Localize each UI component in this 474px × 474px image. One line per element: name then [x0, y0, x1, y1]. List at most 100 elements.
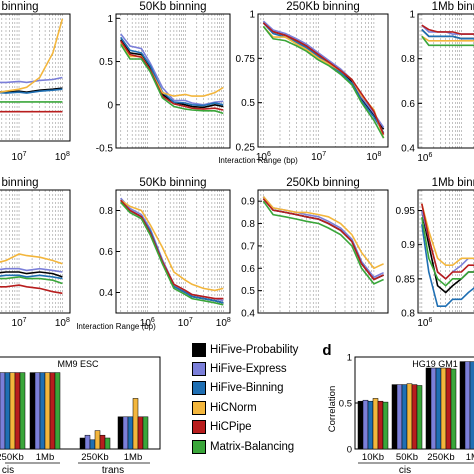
group-label: cis [399, 465, 411, 474]
x-tick-label: 1Mb [466, 452, 474, 463]
bar [445, 367, 452, 450]
series-line [0, 76, 63, 84]
y-tick-label: 0.5 [99, 57, 113, 68]
legend-swatch [192, 400, 206, 415]
bar [104, 437, 111, 450]
series-line [421, 210, 474, 280]
bar [127, 416, 134, 450]
bar [94, 430, 101, 450]
y-tick-label: 1 [107, 14, 113, 25]
bar [382, 401, 389, 450]
bar [89, 439, 96, 450]
y-tick-label: 1 [409, 10, 415, 21]
y-tick-label: 0.5 [241, 98, 255, 109]
x-tick-label: 250Kb [81, 452, 108, 463]
panel-label-d: d [322, 342, 331, 359]
bar [406, 383, 413, 450]
chart-title: 50Kb binning [139, 1, 206, 13]
legend-label: HiCPipe [210, 421, 252, 434]
y-tick-label: 0.6 [241, 264, 255, 275]
bar [416, 385, 423, 450]
bar [459, 361, 466, 450]
line-chart-panel: 0.5010Kb binning [0, 1, 71, 142]
bar [372, 398, 379, 450]
line-chart-panel: 1 0.75 0.5 0.25 250Kb binning 106 107 108 Intera… [218, 1, 389, 165]
bar [79, 437, 86, 450]
legend-item-hifive-binning: HiFive-Binning [192, 379, 322, 398]
series-line [120, 199, 224, 300]
series-line [262, 25, 385, 139]
bar [367, 400, 374, 450]
plot-frame [417, 189, 474, 314]
bar [0, 372, 6, 450]
y-tick-label: 0 [107, 100, 113, 111]
y-tick-label: 0.8 [241, 219, 255, 230]
series-line [262, 20, 385, 128]
bar [450, 368, 457, 450]
y-tick-label: -0.5 [96, 144, 114, 155]
series-line [421, 29, 474, 40]
x-tick-label: 1Mb [36, 452, 54, 463]
bar [14, 372, 21, 450]
bar [357, 400, 364, 450]
bar [391, 384, 398, 450]
y-tick-label: 0.25 [236, 143, 256, 154]
legend-swatch [192, 420, 206, 435]
legend-label: HiFive-Binning [210, 382, 284, 395]
bar-chart-panel: HG19 GM1 10Kb 50Kb 250Kb 1Mb 1 0.5 0 Correlation… [327, 353, 474, 474]
bar [425, 367, 432, 450]
line-chart-panel: 0.8 0.6 0.4 50Kb binning 106 107 108 Interactio… [76, 177, 231, 331]
series-line [0, 110, 63, 113]
chart-title: 1Mb binning [432, 1, 474, 13]
x-tick-label: 106 [417, 152, 432, 164]
x-tick-label: 50Kb [396, 452, 418, 463]
legend-label: HiFive-Probability [210, 343, 299, 356]
x-tick-label: 107 [311, 151, 326, 163]
bar [39, 372, 46, 450]
bar [54, 372, 61, 450]
y-tick-label: 0.5 [339, 399, 352, 410]
x-tick-label: 107 [12, 317, 27, 329]
bar [362, 399, 369, 450]
series-line [262, 200, 384, 285]
chart-title: 250Kb binning [286, 177, 360, 189]
group-label: cis [2, 465, 14, 474]
y-tick-label: 0.4 [241, 309, 255, 320]
bar [117, 416, 124, 450]
series-line [421, 210, 474, 294]
x-tick-label: 106 [256, 151, 271, 163]
series-line [421, 203, 474, 267]
legend-swatch [192, 342, 206, 357]
series-line [0, 276, 63, 285]
x-tick-label: 107 [178, 317, 193, 329]
y-tick-label: 0.8 [99, 206, 113, 217]
series-line [120, 36, 224, 107]
x-tick-label: 10Kb [362, 452, 384, 463]
legend-item-hicnorm: HiCNorm [192, 398, 322, 417]
y-tick-label: 0 [347, 445, 352, 456]
legend-label: Matrix-Balancing [210, 440, 295, 453]
line-chart-panel: 1 0.5 0 -0.5 50Kb binning [96, 1, 231, 155]
line-chart-panel: 1 0.8 0.6 0.4 1Mb binning [401, 1, 474, 155]
plot-frame [257, 13, 389, 148]
bar [99, 434, 106, 450]
bar [137, 416, 144, 450]
legend-swatch [192, 381, 206, 396]
x-tick-label: 108 [216, 317, 231, 329]
chart-title: MM9 ESC [57, 359, 99, 369]
series-line [0, 284, 63, 295]
y-tick-label: 0.5 [241, 286, 255, 297]
series-line [0, 274, 63, 280]
series-line [0, 87, 63, 94]
bar [84, 434, 91, 450]
x-tick-label: 106 [417, 317, 432, 329]
bar [4, 372, 11, 450]
series-line [421, 217, 474, 287]
plot-frame [115, 13, 231, 149]
chart-title: 10Kb binning [0, 177, 39, 189]
y-tick-label: 0.95 [396, 206, 416, 217]
y-tick-label: 1 [249, 10, 255, 21]
series-line [0, 101, 63, 103]
group-label: trans [102, 465, 124, 474]
series-line [120, 199, 224, 292]
